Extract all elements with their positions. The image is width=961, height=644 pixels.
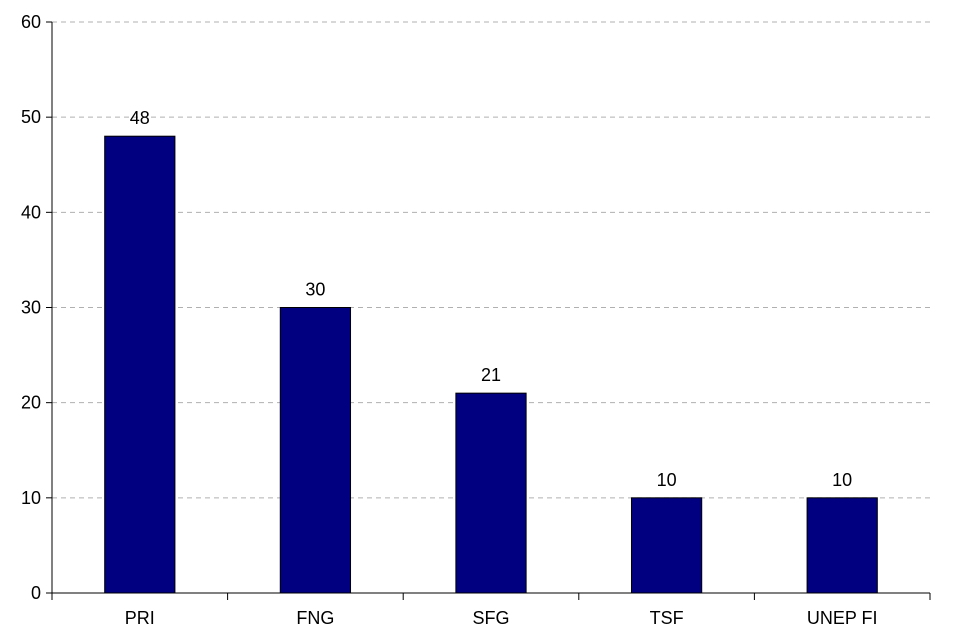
y-axis-ticks: 0 10 20 30 40 50 60 — [21, 12, 52, 603]
category-label-pri: PRI — [125, 608, 155, 628]
bar-fng — [279, 307, 352, 594]
y-tick-label-50: 50 — [21, 107, 41, 127]
bar-unep-fi — [806, 497, 878, 594]
y-tick-label-20: 20 — [21, 393, 41, 413]
bar-sfg — [455, 392, 527, 594]
bar-pri — [104, 135, 176, 594]
y-tick-label-30: 30 — [21, 298, 41, 318]
category-label-fng: FNG — [296, 608, 334, 628]
data-label-fng: 30 — [305, 280, 325, 300]
data-label-unep-fi: 10 — [832, 470, 852, 490]
y-tick-label-10: 10 — [21, 488, 41, 508]
category-labels: PRI FNG SFG TSF UNEP FI — [125, 608, 878, 628]
x-axis-ticks — [51, 593, 931, 600]
data-label-sfg: 21 — [481, 365, 501, 385]
y-tick-label-60: 60 — [21, 12, 41, 32]
y-tick-label-0: 0 — [31, 583, 41, 603]
data-label-pri: 48 — [130, 108, 150, 128]
data-label-tsf: 10 — [657, 470, 677, 490]
bar-tsf — [630, 497, 703, 594]
gridlines — [52, 21, 930, 499]
y-tick-label-40: 40 — [21, 202, 41, 222]
category-label-sfg: SFG — [472, 608, 509, 628]
category-label-unep-fi: UNEP FI — [807, 608, 878, 628]
data-labels: 48 30 21 10 10 — [130, 108, 852, 490]
category-label-tsf: TSF — [650, 608, 684, 628]
